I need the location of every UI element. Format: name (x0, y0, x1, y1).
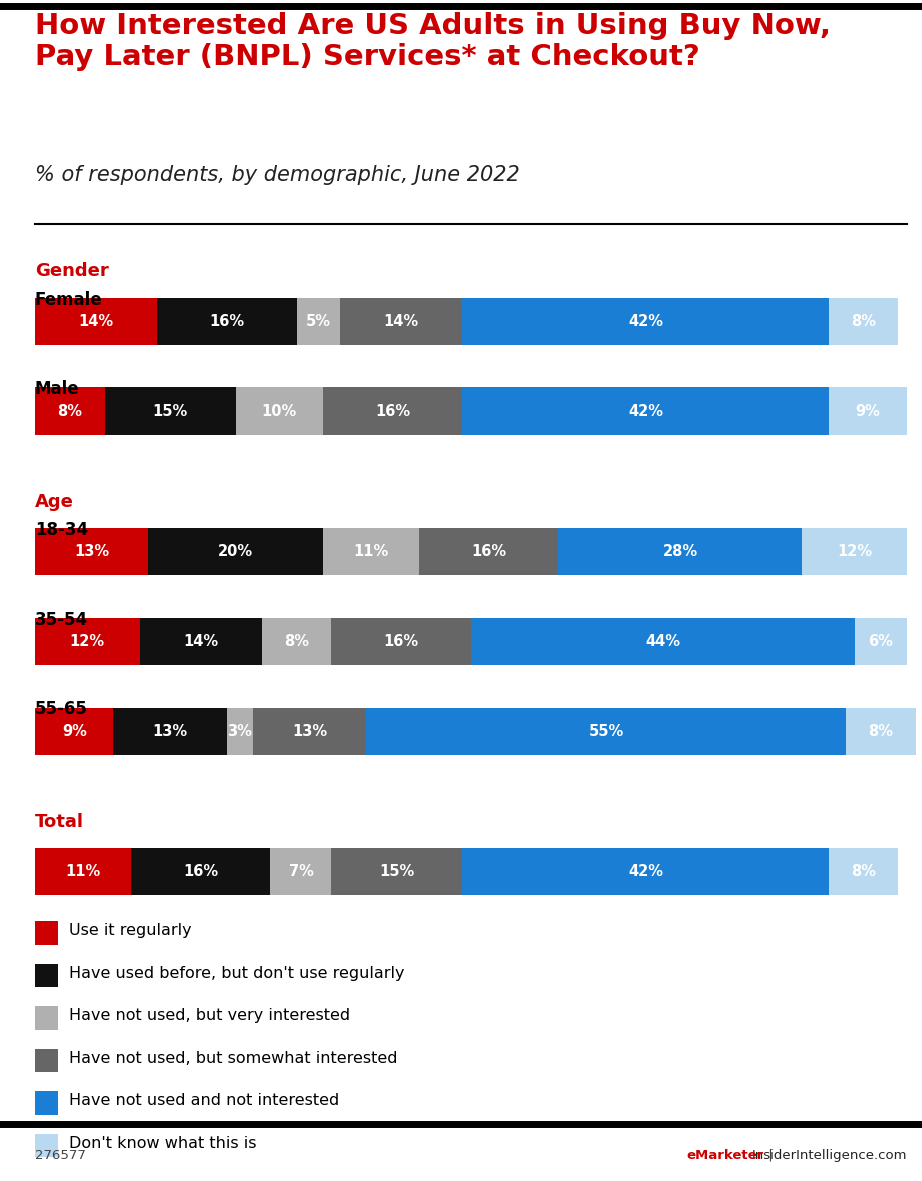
Text: 5%: 5% (306, 314, 331, 328)
Bar (113, 707, 227, 755)
Text: 9%: 9% (62, 724, 87, 738)
Text: 8%: 8% (57, 404, 82, 418)
Bar (131, 848, 270, 895)
Bar (462, 848, 829, 895)
Bar (855, 618, 907, 665)
Bar (35, 528, 148, 575)
Bar (35, 964, 58, 987)
Text: 42%: 42% (628, 314, 663, 328)
Text: Male: Male (35, 380, 79, 398)
Bar (35, 1006, 58, 1030)
Bar (148, 528, 323, 575)
Bar (270, 848, 332, 895)
Text: Gender: Gender (35, 262, 109, 280)
Bar (462, 298, 829, 345)
Bar (558, 528, 802, 575)
Bar (105, 387, 235, 435)
Text: Age: Age (35, 492, 74, 510)
Text: 15%: 15% (379, 864, 415, 879)
Text: Total: Total (35, 813, 84, 830)
Text: 18-34: 18-34 (35, 521, 89, 539)
Text: 8%: 8% (869, 724, 893, 738)
Text: Female: Female (35, 291, 102, 308)
Text: 16%: 16% (384, 634, 419, 648)
Bar (802, 528, 907, 575)
Text: 14%: 14% (78, 314, 113, 328)
Bar (846, 707, 916, 755)
Text: 44%: 44% (645, 634, 680, 648)
Text: 9%: 9% (856, 404, 881, 418)
Bar (829, 387, 907, 435)
Text: 13%: 13% (74, 544, 109, 559)
Text: 12%: 12% (837, 544, 872, 559)
Text: 16%: 16% (209, 314, 244, 328)
Bar (419, 528, 558, 575)
Text: 16%: 16% (375, 404, 410, 418)
Bar (35, 1134, 58, 1157)
Text: 8%: 8% (284, 634, 309, 648)
Text: 16%: 16% (471, 544, 506, 559)
Text: 14%: 14% (183, 634, 219, 648)
Bar (35, 1049, 58, 1072)
Text: 55-65: 55-65 (35, 700, 88, 718)
Text: 8%: 8% (851, 864, 876, 879)
Text: Have not used, but somewhat interested: Have not used, but somewhat interested (69, 1051, 397, 1065)
Bar (366, 707, 846, 755)
Text: 55%: 55% (588, 724, 624, 738)
Text: 28%: 28% (663, 544, 698, 559)
Bar (332, 848, 462, 895)
Text: 8%: 8% (851, 314, 876, 328)
Text: 12%: 12% (70, 634, 105, 648)
Text: 14%: 14% (384, 314, 419, 328)
Text: Have not used, but very interested: Have not used, but very interested (69, 1009, 350, 1023)
Text: Use it regularly: Use it regularly (69, 924, 192, 938)
Text: 42%: 42% (628, 404, 663, 418)
Bar (35, 921, 58, 945)
Bar (462, 387, 829, 435)
Text: Have used before, but don't use regularly: Have used before, but don't use regularl… (69, 966, 405, 980)
Text: 20%: 20% (218, 544, 254, 559)
Text: 3%: 3% (228, 724, 253, 738)
Text: % of respondents, by demographic, June 2022: % of respondents, by demographic, June 2… (35, 165, 520, 185)
Bar (262, 618, 332, 665)
Bar (35, 387, 105, 435)
Bar (297, 298, 340, 345)
Text: 42%: 42% (628, 864, 663, 879)
Bar (829, 848, 898, 895)
Text: Have not used and not interested: Have not used and not interested (69, 1094, 339, 1108)
Bar (35, 1091, 58, 1115)
Bar (332, 618, 471, 665)
Bar (35, 848, 131, 895)
Bar (323, 528, 419, 575)
Bar (471, 618, 855, 665)
Bar (35, 707, 113, 755)
Text: Don't know what this is: Don't know what this is (69, 1136, 256, 1150)
Bar (157, 298, 297, 345)
Bar (35, 618, 139, 665)
Text: |: | (764, 1148, 777, 1162)
Bar (829, 298, 898, 345)
Text: 13%: 13% (153, 724, 188, 738)
Bar (340, 298, 462, 345)
Bar (253, 707, 366, 755)
Text: How Interested Are US Adults in Using Buy Now,
Pay Later (BNPL) Services* at Che: How Interested Are US Adults in Using Bu… (35, 12, 831, 71)
Bar (235, 387, 323, 435)
Text: 11%: 11% (65, 864, 100, 879)
Text: 15%: 15% (152, 404, 188, 418)
Text: 13%: 13% (292, 724, 327, 738)
Bar (35, 298, 157, 345)
Bar (139, 618, 262, 665)
Text: 16%: 16% (183, 864, 219, 879)
Text: InsiderIntelligence.com: InsiderIntelligence.com (751, 1148, 907, 1162)
Text: eMarketer: eMarketer (687, 1148, 764, 1162)
Text: 10%: 10% (262, 404, 297, 418)
Text: 6%: 6% (869, 634, 893, 648)
Text: 35-54: 35-54 (35, 611, 89, 628)
Bar (323, 387, 462, 435)
Text: 7%: 7% (289, 864, 313, 879)
Text: 276577: 276577 (35, 1148, 86, 1162)
Text: 11%: 11% (353, 544, 388, 559)
Bar (227, 707, 253, 755)
